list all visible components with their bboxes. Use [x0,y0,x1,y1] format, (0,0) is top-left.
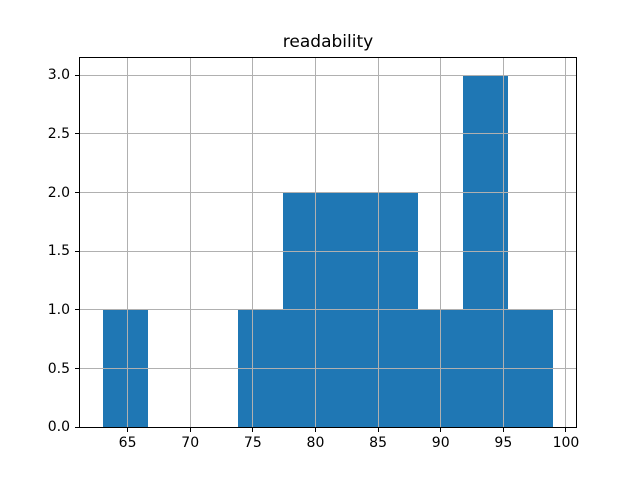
x-tick-mark [565,428,567,433]
y-tick-label: 1.0 [47,301,70,318]
y-tick-label: 0.0 [47,419,70,436]
x-tick-label: 100 [552,435,580,452]
gridline-vertical [189,57,191,428]
y-tick-mark [75,192,79,194]
x-tick-mark [189,428,191,433]
x-tick-mark [252,428,254,433]
y-tick-label: 0.5 [47,360,70,377]
y-tick-mark [75,133,79,135]
gridline-horizontal [80,426,576,428]
y-tick-mark [75,74,79,76]
gridline-vertical [314,57,316,428]
gridline-vertical [502,57,504,428]
x-tick-label: 70 [181,435,200,452]
x-tick-mark [440,428,442,433]
x-tick-label: 80 [306,435,325,452]
y-tick-label: 3.0 [47,67,70,84]
x-tick-label: 65 [118,435,137,452]
gridline-horizontal [80,192,576,194]
gridline-horizontal [80,250,576,252]
gridline-horizontal [80,74,576,76]
plot-area [80,57,576,428]
gridline-vertical [252,57,254,428]
y-tick-mark [75,250,79,252]
gridline-vertical [565,57,567,428]
y-tick-label: 2.0 [47,184,70,201]
x-tick-label: 90 [431,435,450,452]
x-tick-label: 95 [494,435,513,452]
gridline-vertical [127,57,129,428]
gridline-horizontal [80,368,576,370]
gridline-vertical [440,57,442,428]
gridline-horizontal [80,133,576,135]
gridline-horizontal [80,309,576,311]
gridline-vertical [377,57,379,428]
x-tick-mark [502,428,504,433]
x-tick-mark [377,428,379,433]
x-tick-label: 75 [243,435,262,452]
y-tick-mark [75,309,79,311]
chart-title: readability [282,32,374,52]
x-tick-mark [314,428,316,433]
y-tick-label: 2.5 [47,125,70,142]
y-tick-label: 1.5 [47,243,70,260]
x-tick-mark [127,428,129,433]
y-tick-mark [75,368,79,370]
y-tick-mark [75,426,79,428]
x-tick-label: 85 [369,435,387,452]
